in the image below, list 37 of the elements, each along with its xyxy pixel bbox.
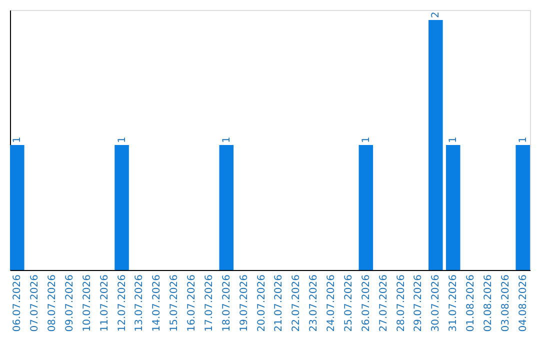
data-label: 1 bbox=[518, 136, 529, 143]
data-label: 2 bbox=[430, 12, 442, 18]
data-label: 1 bbox=[12, 136, 24, 143]
x-tick-label: 27.07.2026 bbox=[378, 274, 390, 332]
x-tick-label: 31.07.2026 bbox=[448, 274, 460, 332]
x-tick-label: 15.07.2026 bbox=[169, 274, 180, 332]
x-tick-label: 14.07.2026 bbox=[152, 274, 163, 332]
x-tick-label: 11.07.2026 bbox=[99, 274, 110, 332]
x-tick-label: 16.07.2026 bbox=[186, 274, 198, 332]
x-tick-label: 18.07.2026 bbox=[221, 274, 232, 332]
x-tick-label: 08.07.2026 bbox=[47, 274, 58, 332]
x-tick-label: 10.07.2026 bbox=[82, 274, 93, 332]
x-tick-label: 17.07.2026 bbox=[204, 274, 215, 332]
data-label: 1 bbox=[116, 136, 128, 143]
x-tick-label: 24.07.2026 bbox=[326, 274, 338, 332]
x-tick-label: 25.07.2026 bbox=[343, 274, 354, 332]
x-tick-label: 06.07.2026 bbox=[12, 274, 24, 332]
x-tick-label: 01.08.2026 bbox=[466, 274, 477, 332]
x-tick-label: 09.07.2026 bbox=[64, 274, 76, 332]
x-tick-label: 20.07.2026 bbox=[256, 274, 268, 332]
x-tick-label: 22.07.2026 bbox=[291, 274, 302, 332]
x-tick-label: 19.07.2026 bbox=[238, 274, 250, 332]
data-label: 1 bbox=[448, 136, 460, 143]
x-tick-label: 07.07.2026 bbox=[30, 274, 41, 332]
x-tick-label: 04.08.2026 bbox=[518, 274, 529, 332]
x-tick-label: 21.07.2026 bbox=[274, 274, 285, 332]
x-tick-label: 30.07.2026 bbox=[430, 274, 442, 332]
x-tick-label: 28.07.2026 bbox=[396, 274, 407, 332]
data-label: 1 bbox=[221, 136, 232, 143]
x-tick-label: 13.07.2026 bbox=[134, 274, 146, 332]
x-tick-label: 02.08.2026 bbox=[482, 274, 494, 332]
x-tick-label: 23.07.2026 bbox=[308, 274, 320, 332]
x-tick-label: 26.07.2026 bbox=[360, 274, 372, 332]
x-tick-label: 12.07.2026 bbox=[116, 274, 128, 332]
x-tick-label: 29.07.2026 bbox=[413, 274, 424, 332]
x-tick-label: 03.08.2026 bbox=[500, 274, 512, 332]
data-label: 1 bbox=[360, 136, 372, 143]
